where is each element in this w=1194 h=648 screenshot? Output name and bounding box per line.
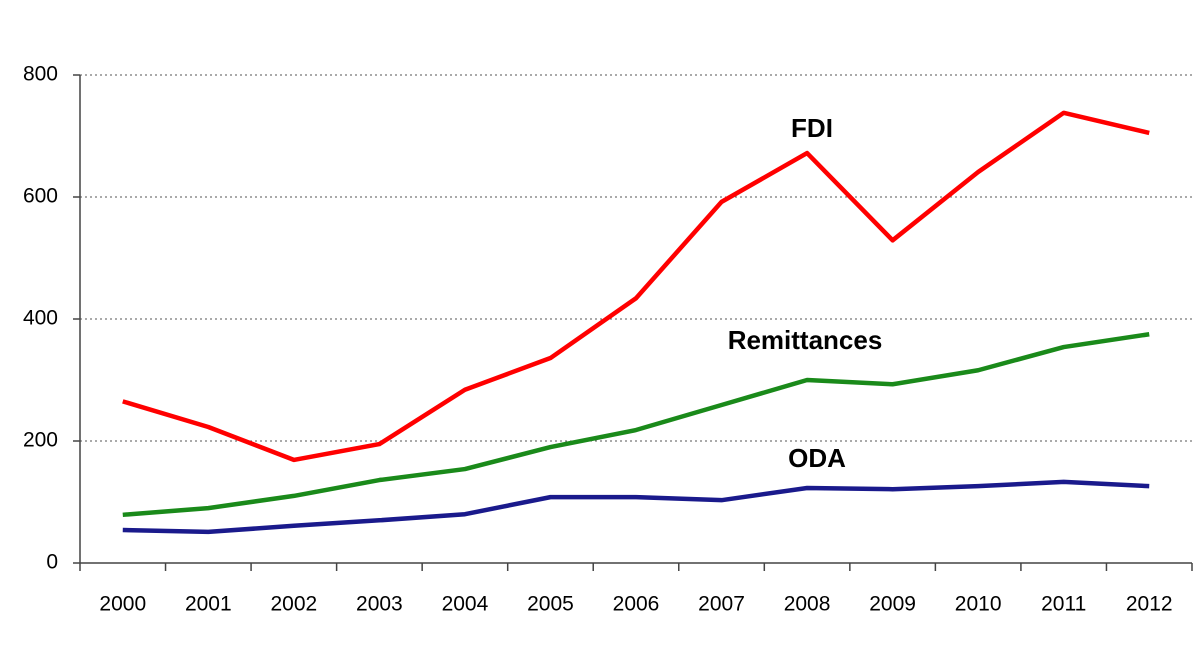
y-tick-label: 800 xyxy=(23,63,58,86)
x-tick-label: 2008 xyxy=(784,593,831,616)
series-line xyxy=(122,332,1150,518)
x-tick-label: 2006 xyxy=(613,593,660,616)
x-tick-label: 2011 xyxy=(1041,593,1086,616)
y-tick-label: 0 xyxy=(46,551,58,574)
x-tick-label: 2012 xyxy=(1126,593,1173,616)
y-tick-label: 200 xyxy=(23,429,58,452)
x-tick-label: 2001 xyxy=(185,593,232,616)
x-tick-label: 2000 xyxy=(99,593,146,616)
x-tick-label: 2003 xyxy=(356,593,403,616)
y-tick-label: 400 xyxy=(23,307,58,330)
y-tick-label: 600 xyxy=(23,185,58,208)
x-tick-label: 2010 xyxy=(955,593,1002,616)
series-label: FDI xyxy=(791,113,833,143)
x-tick-label: 2002 xyxy=(270,593,317,616)
x-tick-label: 2005 xyxy=(527,593,574,616)
series-line xyxy=(122,479,1150,535)
series-line xyxy=(122,110,1150,463)
x-tick-label: 2009 xyxy=(869,593,916,616)
series-label: Remittances xyxy=(728,325,883,355)
x-tick-label: 2007 xyxy=(698,593,745,616)
series-label: ODA xyxy=(788,443,846,473)
x-tick-label: 2004 xyxy=(442,593,489,616)
